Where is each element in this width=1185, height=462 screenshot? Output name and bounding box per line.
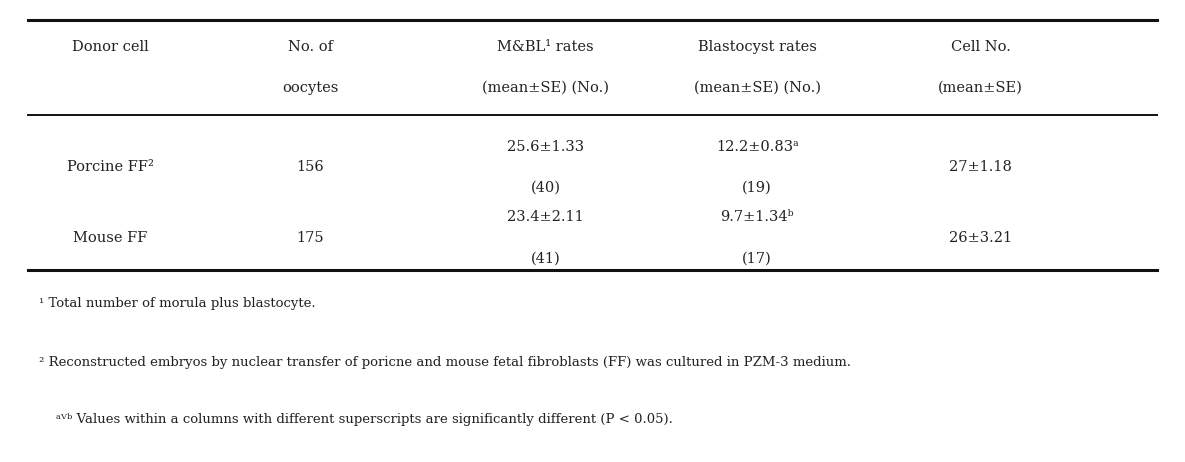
Text: ᵃⱽᵇ Values within a columns with different superscripts are significantly differ: ᵃⱽᵇ Values within a columns with differe… (39, 413, 673, 426)
Text: (40): (40) (531, 181, 561, 195)
Text: ² Reconstructed embryos by nuclear transfer of poricne and mouse fetal fibroblas: ² Reconstructed embryos by nuclear trans… (39, 356, 852, 369)
Text: 23.4±2.11: 23.4±2.11 (507, 210, 584, 225)
Text: No. of: No. of (288, 40, 333, 54)
Text: M&BL¹ rates: M&BL¹ rates (498, 40, 594, 54)
Text: 26±3.21: 26±3.21 (949, 231, 1012, 245)
Text: Blastocyst rates: Blastocyst rates (698, 40, 816, 54)
Text: 175: 175 (296, 231, 324, 245)
Text: (mean±SE): (mean±SE) (939, 81, 1023, 95)
Text: oocytes: oocytes (282, 81, 338, 95)
Text: (41): (41) (531, 251, 561, 265)
Text: ¹ Total number of morula plus blastocyte.: ¹ Total number of morula plus blastocyte… (39, 297, 316, 310)
Text: 12.2±0.83ᵃ: 12.2±0.83ᵃ (716, 140, 799, 154)
Text: Cell No.: Cell No. (950, 40, 1011, 54)
Text: (mean±SE) (No.): (mean±SE) (No.) (482, 81, 609, 95)
Text: 27±1.18: 27±1.18 (949, 160, 1012, 175)
Text: (17): (17) (742, 251, 773, 265)
Text: (19): (19) (742, 181, 773, 195)
Text: 9.7±1.34ᵇ: 9.7±1.34ᵇ (720, 210, 794, 225)
Text: 156: 156 (296, 160, 324, 175)
Text: Mouse FF: Mouse FF (73, 231, 147, 245)
Text: Donor cell: Donor cell (71, 40, 148, 54)
Text: (mean±SE) (No.): (mean±SE) (No.) (693, 81, 821, 95)
Text: Porcine FF²: Porcine FF² (66, 160, 154, 175)
Text: 25.6±1.33: 25.6±1.33 (507, 140, 584, 154)
